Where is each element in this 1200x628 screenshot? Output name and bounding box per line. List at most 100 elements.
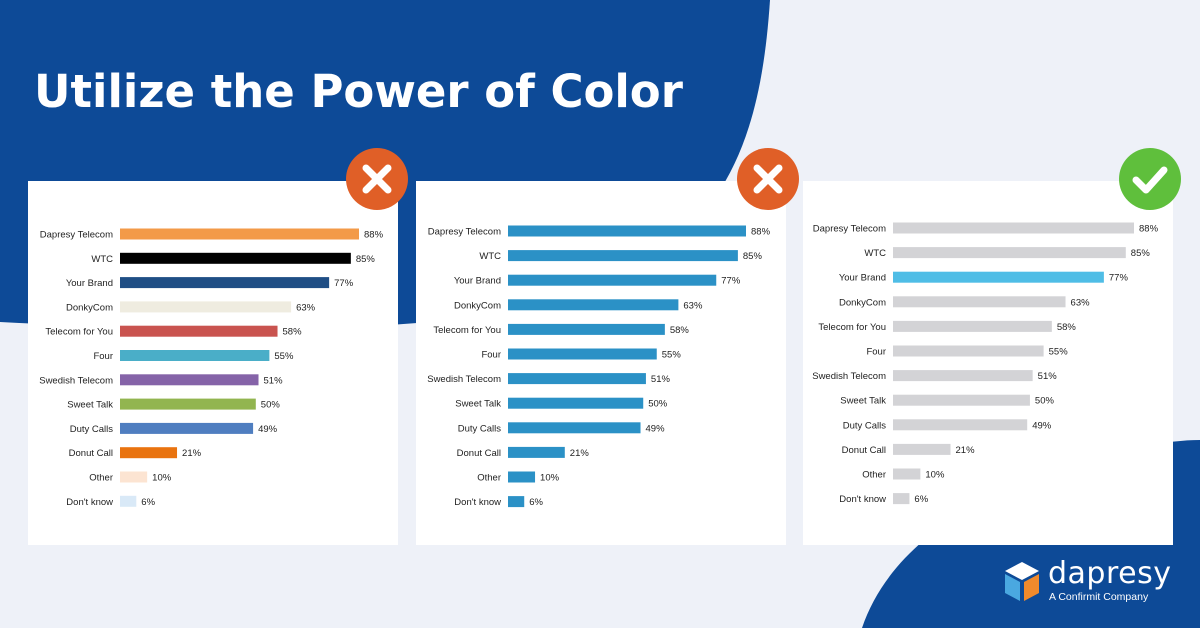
value-label: 58%	[670, 325, 690, 336]
value-label: 63%	[296, 302, 316, 313]
bar	[893, 296, 1066, 308]
category-label: DonkyCom	[454, 300, 501, 311]
bar	[893, 493, 910, 505]
category-label: DonkyCom	[66, 302, 113, 313]
value-label: 6%	[914, 494, 928, 505]
category-label: Duty Calls	[458, 423, 502, 434]
chart-panel-2: Dapresy Telecom 88% WTC 85% Your Brand 77% Don…	[416, 181, 786, 545]
value-label: 10%	[152, 473, 172, 484]
value-label: 10%	[540, 473, 560, 484]
value-label: 50%	[648, 399, 668, 410]
value-label: 63%	[683, 300, 703, 311]
bar	[120, 398, 256, 410]
value-label: 85%	[743, 251, 763, 262]
category-label: Your Brand	[454, 276, 501, 287]
category-label: Don't know	[66, 497, 113, 508]
category-label: Telecom for You	[433, 325, 501, 336]
bar	[508, 471, 536, 483]
category-label: Swedish Telecom	[39, 375, 113, 386]
value-label: 77%	[1109, 273, 1129, 284]
chart-1: Dapresy Telecom 88% WTC 85% Your Brand 77% Don…	[39, 228, 384, 508]
bar	[893, 222, 1134, 234]
category-label: Telecom for You	[45, 327, 113, 338]
value-label: 77%	[334, 278, 354, 289]
value-label: 51%	[264, 375, 284, 386]
category-label: DonkyCom	[839, 297, 886, 308]
cube-icon	[1005, 562, 1039, 601]
value-label: 49%	[1032, 420, 1052, 431]
bar	[120, 422, 254, 434]
category-label: Dapresy Telecom	[428, 227, 501, 238]
value-label: 63%	[1071, 297, 1091, 308]
bar	[120, 325, 278, 337]
dapresy-logo: dapresy A Confirmit Company	[1002, 556, 1188, 606]
value-label: 55%	[1049, 347, 1069, 358]
category-label: Donut Call	[457, 448, 501, 459]
value-label: 50%	[1035, 396, 1055, 407]
category-label: Swedish Telecom	[427, 374, 501, 385]
chart-panel-3: Dapresy Telecom 88% WTC 85% Your Brand 77% Don…	[803, 181, 1173, 545]
bar	[120, 471, 148, 483]
bar	[120, 277, 330, 289]
bad-example-badge-2	[737, 148, 799, 210]
bar	[893, 247, 1126, 259]
category-label: Donut Call	[69, 448, 113, 459]
bar	[893, 443, 951, 455]
bar	[893, 419, 1028, 431]
value-label: 88%	[751, 227, 771, 238]
check-icon	[1119, 148, 1181, 210]
logo-name: dapresy	[1048, 556, 1172, 591]
bar	[508, 299, 679, 311]
bar	[120, 350, 270, 361]
bar	[893, 394, 1030, 406]
chart-2: Dapresy Telecom 88% WTC 85% Your Brand 77% Don…	[427, 225, 771, 508]
bar	[120, 228, 359, 240]
value-label: 51%	[1038, 371, 1058, 382]
bar	[120, 301, 292, 313]
category-label: Four	[481, 350, 501, 361]
value-label: 58%	[1057, 322, 1077, 333]
value-label: 21%	[570, 448, 590, 459]
bar	[508, 225, 746, 237]
category-label: Other	[89, 473, 113, 484]
bar	[893, 468, 921, 480]
x-icon	[737, 148, 799, 210]
value-label: 85%	[1131, 248, 1151, 259]
category-label: Swedish Telecom	[812, 371, 886, 382]
category-label: Your Brand	[839, 273, 886, 284]
value-label: 10%	[925, 470, 945, 481]
value-label: 21%	[956, 445, 976, 456]
bar	[508, 446, 565, 458]
value-label: 55%	[274, 351, 294, 362]
value-label: 77%	[721, 276, 741, 287]
bar	[508, 323, 665, 335]
category-label: Telecom for You	[818, 322, 886, 333]
category-label: Sweet Talk	[455, 399, 501, 410]
bar	[508, 348, 657, 360]
value-label: 49%	[646, 423, 666, 434]
value-label: 88%	[1139, 224, 1159, 235]
bar	[893, 320, 1052, 332]
bar	[893, 345, 1044, 357]
category-label: Dapresy Telecom	[813, 224, 886, 235]
bar	[120, 447, 178, 459]
category-label: Donut Call	[842, 445, 886, 456]
category-label: Duty Calls	[843, 420, 887, 431]
bar	[893, 370, 1033, 382]
bar	[508, 397, 644, 409]
bar	[508, 274, 717, 286]
category-label: Four	[866, 347, 886, 358]
value-label: 88%	[364, 230, 384, 241]
value-label: 58%	[283, 327, 303, 338]
category-label: Sweet Talk	[67, 400, 113, 411]
category-label: WTC	[864, 248, 886, 259]
bar	[120, 495, 137, 507]
category-label: WTC	[479, 251, 501, 262]
bad-example-badge-1	[346, 148, 408, 210]
category-label: WTC	[91, 254, 113, 265]
value-label: 55%	[662, 350, 682, 361]
category-label: Your Brand	[66, 278, 113, 289]
bar	[508, 250, 738, 262]
value-label: 21%	[182, 448, 202, 459]
chart-panel-1: Dapresy Telecom 88% WTC 85% Your Brand 77% Don…	[28, 181, 398, 545]
